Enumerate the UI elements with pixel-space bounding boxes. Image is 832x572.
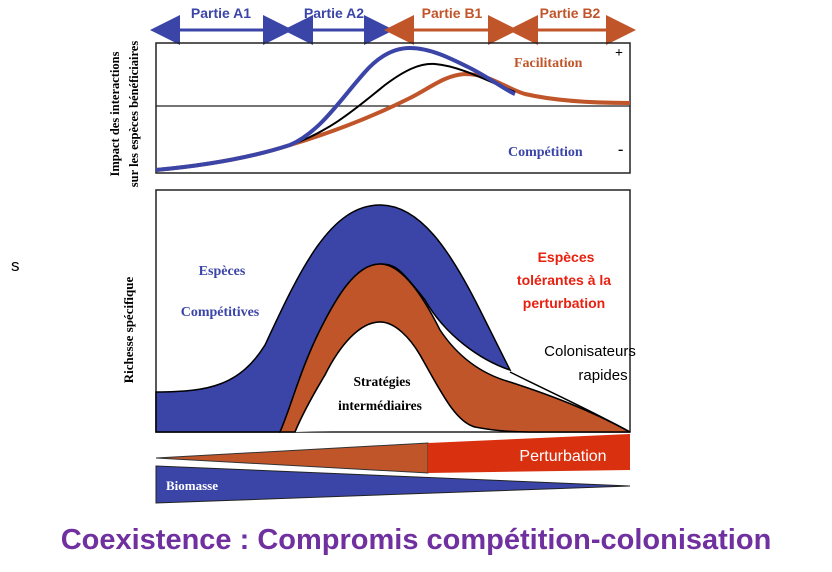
bottom-ylabel: Richesse spécifique — [121, 277, 136, 384]
interaction-curve-black — [289, 62, 516, 146]
page-title: Coexistence : Compromis compétition-colo… — [60, 524, 772, 556]
bottom-panel: Espèces Compétitives Stratégies interméd… — [121, 189, 636, 433]
plus-sign: + — [615, 46, 623, 61]
tolerantes-label-line1: Espèces — [538, 249, 595, 265]
phase-label-a2: Partie A2 — [304, 5, 364, 21]
perturbation-wedge-dark — [428, 434, 630, 473]
competitives-label: Compétitives — [181, 305, 260, 320]
perturbation-label: Perturbation — [519, 448, 606, 465]
top-ylabel-line2: sur les espèces bénéficiaires — [127, 41, 141, 188]
phase-label-b1: Partie B1 — [422, 5, 483, 21]
phase-label-b2: Partie B2 — [540, 5, 601, 21]
colonisateurs-label-line1: Colonisateurs — [544, 343, 636, 360]
top-panel-frame — [155, 42, 631, 174]
gradient-wedges: Perturbation Biomasse — [155, 434, 631, 504]
phase-label-a1: Partie A1 — [191, 5, 251, 21]
biomasse-label: Biomasse — [166, 478, 218, 493]
tolerantes-label-line2: tolérantes à la — [517, 272, 611, 288]
bottom-panel-frame — [155, 189, 631, 433]
especes-label: Espèces — [199, 264, 246, 279]
strategies-label: Stratégies — [354, 374, 411, 389]
colonisateurs-label-line2: rapides — [578, 367, 627, 384]
facilitation-label: Facilitation — [514, 56, 583, 71]
stray-letter: s — [11, 256, 20, 275]
phase-arrows: Partie A1 Partie A2 Partie B1 Partie B2 — [150, 5, 636, 45]
tolerantes-label-line3: perturbation — [523, 295, 605, 311]
competition-label: Compétition — [508, 145, 583, 160]
colonizers-curve — [509, 371, 631, 433]
interaction-curve-blue — [155, 45, 516, 172]
intermediaires-label: intermédiaires — [338, 398, 422, 413]
top-ylabel-line1: Impact des interactions — [108, 51, 122, 176]
top-panel: Facilitation Compétition + - Impact des … — [108, 41, 631, 188]
biomasse-wedge — [155, 465, 631, 504]
intermediate-strategies-curve — [294, 321, 476, 433]
minus-sign: - — [618, 141, 623, 158]
